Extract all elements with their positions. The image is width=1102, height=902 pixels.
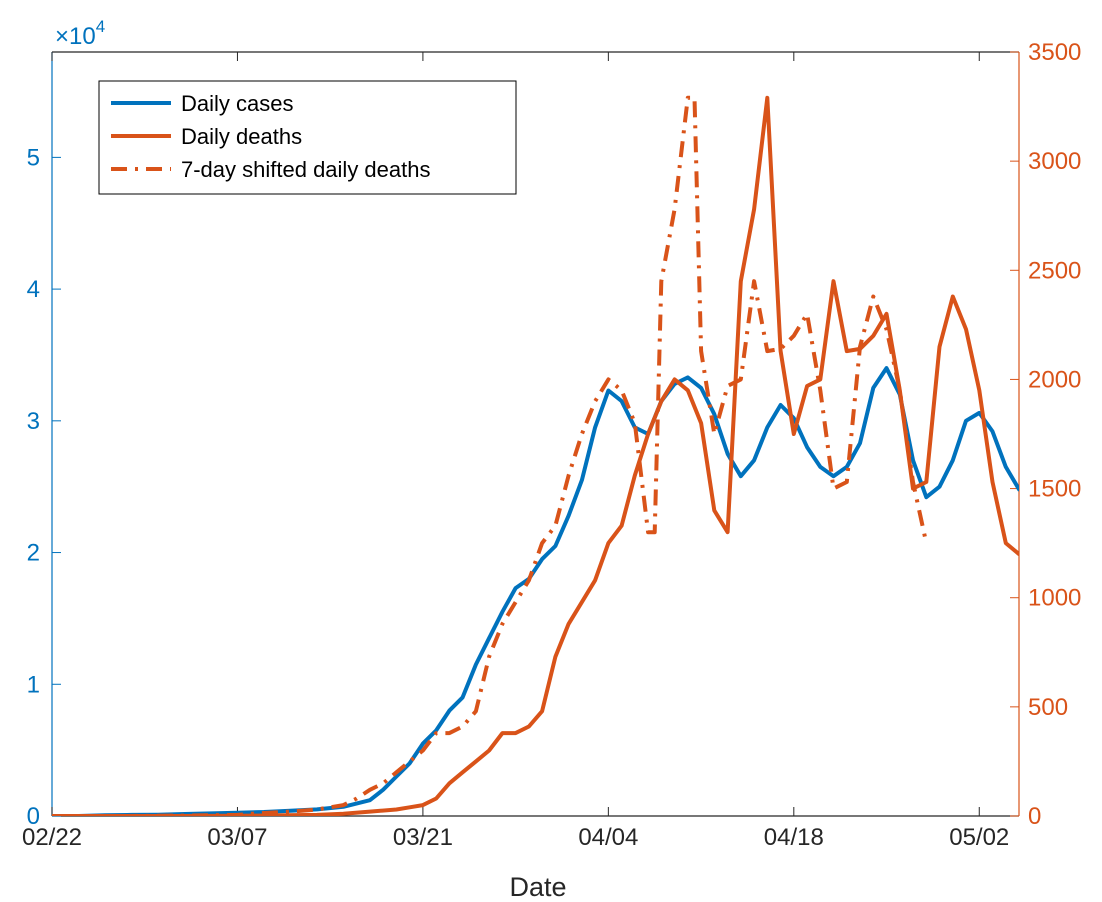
- left-tick-label: 5: [27, 144, 40, 171]
- legend: Daily cases Daily deaths 7-day shifted dai…: [98, 80, 517, 195]
- right-tick-label: 0: [1028, 803, 1041, 830]
- right-tick-label: 3500: [1028, 39, 1081, 66]
- right-tick-label: 1500: [1028, 476, 1081, 503]
- left-tick-label: 1: [27, 671, 40, 698]
- legend-label: 7-day shifted daily deaths: [181, 157, 431, 182]
- left-axis-exponent-prefix: ×10: [55, 23, 96, 50]
- right-tick-label: 2000: [1028, 366, 1081, 393]
- left-tick-label: 2: [27, 540, 40, 567]
- x-tick-label: 02/22: [22, 824, 82, 851]
- x-tick-label: 04/04: [578, 824, 638, 851]
- left-axis-exponent-power: 4: [96, 17, 105, 36]
- right-tick-label: 500: [1028, 694, 1068, 721]
- x-tick-label: 03/21: [393, 824, 453, 851]
- right-tick-label: 1000: [1028, 585, 1081, 612]
- series-layer: [52, 95, 1019, 816]
- left-tick-label: 4: [27, 276, 40, 303]
- x-tick-label: 04/18: [764, 824, 824, 851]
- left-axis-exponent: ×104: [55, 17, 105, 50]
- legend-label: Daily deaths: [181, 124, 302, 149]
- series-line-daily-deaths: [52, 95, 1019, 816]
- x-tick-label: 05/02: [949, 824, 1009, 851]
- x-axis-label: Date: [509, 872, 566, 902]
- series-line-7-day-shifted-daily-deaths: [52, 95, 929, 816]
- legend-label: Daily cases: [181, 91, 293, 116]
- left-tick-label: 3: [27, 408, 40, 435]
- left-tick-label: 0: [27, 803, 40, 830]
- x-tick-label: 03/07: [207, 824, 267, 851]
- right-tick-label: 2500: [1028, 257, 1081, 284]
- labels-layer: Date ×104: [55, 17, 567, 902]
- right-tick-label: 3000: [1028, 148, 1081, 175]
